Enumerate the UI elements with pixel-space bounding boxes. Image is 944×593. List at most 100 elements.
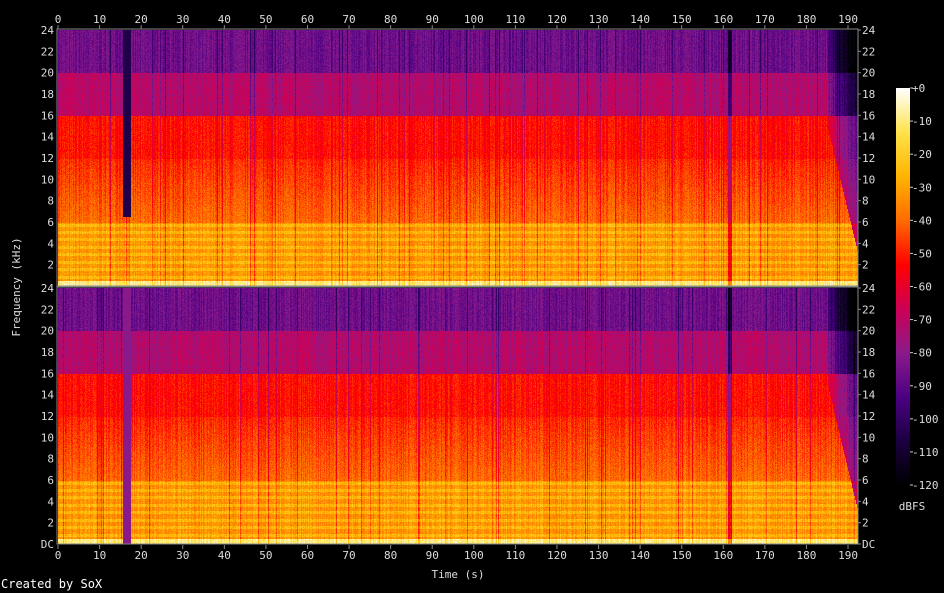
colorbar-tick-label: -120 — [912, 479, 939, 492]
y-tick-label-left: 6 — [47, 474, 54, 487]
x-tick-label-bottom: 190 — [838, 549, 858, 562]
y-tick-label-left: 2 — [47, 517, 54, 530]
y-tick-label-left: 20 — [41, 67, 54, 80]
y-tick-label-right: 6 — [862, 474, 869, 487]
x-tick-label-bottom: 10 — [93, 549, 106, 562]
spectrogram-channel-2 — [58, 288, 858, 544]
y-tick-label-left: 14 — [41, 131, 55, 144]
y-tick-label-right: 10 — [862, 173, 875, 186]
y-tick-label-right: 12 — [862, 410, 875, 423]
y-tick-label-right: 4 — [862, 237, 869, 250]
x-tick-label-top: 80 — [384, 13, 397, 26]
y-tick-label-right: 24 — [862, 282, 876, 295]
y-tick-label-left: DC — [41, 538, 54, 551]
y-tick-label-right: 24 — [862, 24, 876, 37]
x-tick-label-bottom: 120 — [547, 549, 567, 562]
y-tick-label-left: 14 — [41, 389, 55, 402]
y-tick-label-right: 8 — [862, 453, 869, 466]
x-tick-label-bottom: 140 — [630, 549, 650, 562]
y-tick-label-right: 22 — [862, 303, 875, 316]
x-tick-label-top: 180 — [797, 13, 817, 26]
x-tick-label-bottom: 150 — [672, 549, 692, 562]
x-tick-label-top: 160 — [713, 13, 733, 26]
x-tick-label-top: 30 — [176, 13, 189, 26]
x-tick-label-bottom: 70 — [342, 549, 355, 562]
y-tick-label-left: 8 — [47, 195, 54, 208]
y-tick-label-right: 16 — [862, 109, 875, 122]
colorbar-tick-label: -90 — [912, 380, 932, 393]
y-tick-label-left: 22 — [41, 303, 54, 316]
x-tick-label-top: 130 — [589, 13, 609, 26]
spectrogram-channel-1 — [58, 30, 858, 286]
x-tick-label-top: 170 — [755, 13, 775, 26]
colorbar-tick-label: -70 — [912, 314, 932, 327]
y-tick-label-right: 2 — [862, 517, 869, 530]
y-tick-label-left: 18 — [41, 346, 54, 359]
plot-frame — [56, 28, 859, 287]
x-tick-label-bottom: 50 — [259, 549, 272, 562]
x-tick-label-top: 100 — [464, 13, 484, 26]
y-tick-label-left: 4 — [47, 237, 54, 250]
y-tick-label-left: 18 — [41, 88, 54, 101]
y-tick-label-left: 16 — [41, 109, 54, 122]
y-tick-label-right: 14 — [862, 131, 876, 144]
y-tick-label-right: 12 — [862, 152, 875, 165]
y-tick-label-right: 20 — [862, 67, 875, 80]
y-tick-label-left: 4 — [47, 495, 54, 508]
x-tick-label-top: 10 — [93, 13, 106, 26]
y-tick-label-right: 18 — [862, 346, 875, 359]
colorbar-tick-label: -100 — [912, 413, 939, 426]
x-tick-label-top: 140 — [630, 13, 650, 26]
colorbar — [896, 88, 910, 486]
y-tick-label-right: 10 — [862, 431, 875, 444]
x-axis-label: Time (s) — [432, 568, 485, 581]
x-tick-label-bottom: 80 — [384, 549, 397, 562]
colorbar-tick-label: -80 — [912, 347, 932, 360]
colorbar-tick-label: -20 — [912, 148, 932, 161]
y-tick-label-left: 10 — [41, 431, 54, 444]
x-tick-label-bottom: 90 — [426, 549, 439, 562]
y-tick-label-right: 4 — [862, 495, 869, 508]
y-axis-label: Frequency (kHz) — [10, 237, 23, 336]
colorbar-tick-label: -40 — [912, 214, 932, 227]
x-tick-label-bottom: 130 — [589, 549, 609, 562]
x-tick-label-top: 110 — [505, 13, 525, 26]
x-tick-label-top: 190 — [838, 13, 858, 26]
y-tick-label-left: 16 — [41, 367, 54, 380]
y-tick-label-right: 14 — [862, 389, 876, 402]
credit-text: Created by SoX — [1, 577, 103, 591]
y-tick-label-left: 8 — [47, 453, 54, 466]
y-tick-label-right: DC — [862, 538, 875, 551]
colorbar-tick-label: -30 — [912, 181, 932, 194]
x-tick-label-top: 40 — [218, 13, 231, 26]
x-tick-label-bottom: 0 — [55, 549, 62, 562]
x-tick-label-bottom: 180 — [797, 549, 817, 562]
y-tick-label-right: 18 — [862, 88, 875, 101]
y-tick-label-right: 22 — [862, 45, 875, 58]
x-tick-label-bottom: 60 — [301, 549, 314, 562]
x-tick-label-top: 90 — [426, 13, 439, 26]
x-tick-label-bottom: 170 — [755, 549, 775, 562]
y-tick-label-right: 20 — [862, 325, 875, 338]
x-tick-label-top: 120 — [547, 13, 567, 26]
plot-frame — [56, 286, 859, 545]
y-tick-label-right: 2 — [862, 259, 869, 272]
colorbar-tick-label: +0 — [912, 82, 925, 95]
colorbar-label: dBFS — [899, 500, 926, 513]
x-tick-label-bottom: 100 — [464, 549, 484, 562]
x-tick-label-bottom: 110 — [505, 549, 525, 562]
colorbar-tick-label: -10 — [912, 115, 932, 128]
y-tick-label-left: 24 — [41, 24, 55, 37]
colorbar-tick-label: -110 — [912, 446, 939, 459]
y-tick-label-left: 24 — [41, 282, 55, 295]
y-tick-label-right: 6 — [862, 216, 869, 229]
y-tick-label-right: 16 — [862, 367, 875, 380]
y-tick-label-left: 2 — [47, 259, 54, 272]
x-tick-label-top: 150 — [672, 13, 692, 26]
x-tick-label-bottom: 30 — [176, 549, 189, 562]
y-tick-label-left: 22 — [41, 45, 54, 58]
colorbar-tick-label: -50 — [912, 247, 932, 260]
x-tick-label-top: 20 — [135, 13, 148, 26]
x-tick-label-bottom: 20 — [135, 549, 148, 562]
